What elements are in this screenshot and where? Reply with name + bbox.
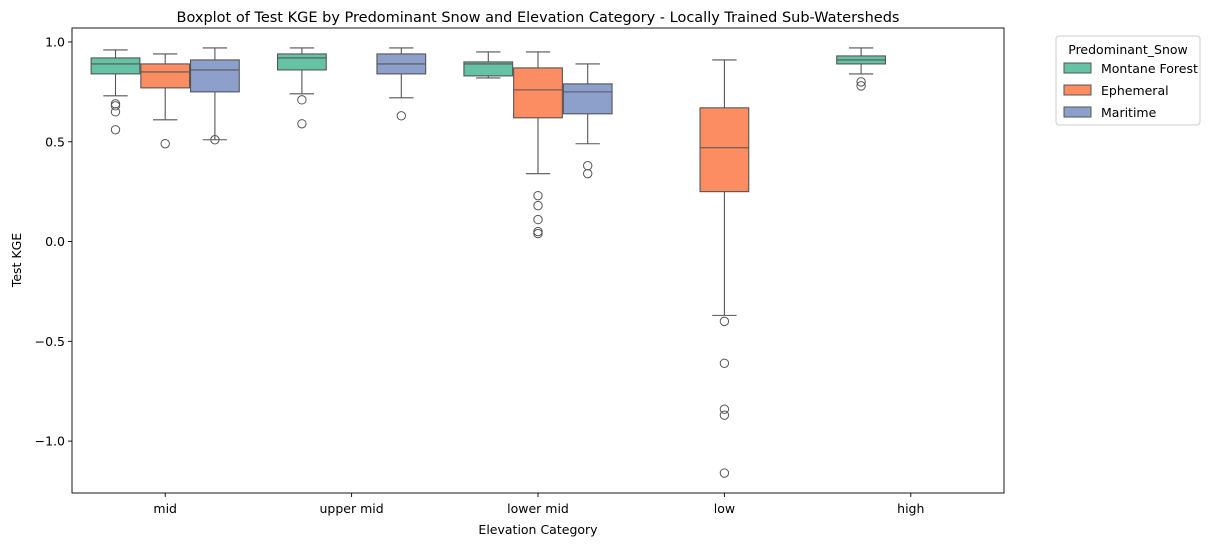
box-ephemeral-lower-mid bbox=[513, 51, 563, 239]
outlier-point bbox=[110, 107, 121, 117]
plot-area bbox=[90, 47, 886, 478]
legend-label: Maritime bbox=[1101, 105, 1157, 120]
y-axis: 1.0 0.5 0.0 −0.5 −1.0 bbox=[35, 34, 72, 449]
outlier-point bbox=[533, 226, 543, 237]
box-montane-forest-upper-mid bbox=[276, 47, 327, 129]
box-body bbox=[699, 107, 750, 193]
x-axis: mid upper mid lower mid low high bbox=[153, 493, 924, 516]
box-body bbox=[463, 61, 514, 77]
outlier-point bbox=[110, 99, 121, 109]
legend-frame bbox=[1055, 35, 1201, 126]
x-tick-label: mid bbox=[153, 501, 177, 516]
box-ephemeral-low bbox=[699, 59, 750, 478]
outlier-point bbox=[110, 101, 121, 111]
box-body bbox=[90, 57, 141, 75]
outlier-point bbox=[533, 190, 543, 201]
outlier-point bbox=[583, 161, 593, 171]
outlier-point bbox=[533, 200, 543, 211]
box-body bbox=[513, 67, 563, 119]
outlier-point bbox=[719, 358, 730, 368]
outlier-point bbox=[297, 119, 307, 129]
outlier-point bbox=[719, 404, 730, 414]
outlier-point bbox=[719, 468, 730, 478]
x-axis-label: Elevation Category bbox=[478, 522, 598, 537]
x-tick-label: high bbox=[897, 501, 924, 516]
box-maritime-upper-mid bbox=[376, 47, 427, 121]
y-tick-label: −1.0 bbox=[35, 434, 65, 449]
box-maritime-lower-mid bbox=[562, 63, 613, 179]
chart-title: Boxplot of Test KGE by Predominant Snow … bbox=[177, 10, 900, 26]
legend-swatch bbox=[1063, 62, 1092, 74]
legend-swatch bbox=[1063, 84, 1092, 96]
box-body bbox=[190, 59, 240, 93]
legend: Predominant_Snow Montane Forest Ephemeral… bbox=[1055, 35, 1201, 126]
box-maritime-mid bbox=[190, 47, 240, 145]
outlier-point bbox=[719, 410, 730, 420]
outlier-point bbox=[583, 168, 593, 179]
y-tick-label: −0.5 bbox=[35, 334, 65, 349]
outlier-point bbox=[297, 95, 307, 105]
y-tick-label: 0.5 bbox=[45, 134, 65, 149]
outlier-point bbox=[110, 125, 121, 135]
box-body bbox=[276, 53, 327, 71]
legend-title: Predominant_Snow bbox=[1068, 42, 1188, 57]
y-axis-label: Test KGE bbox=[9, 233, 24, 288]
box-montane-forest-high bbox=[836, 47, 886, 91]
box-ephemeral-mid bbox=[140, 53, 191, 149]
box-montane-forest-mid bbox=[90, 49, 141, 135]
outlier-point bbox=[210, 135, 220, 145]
outlier-point bbox=[160, 139, 170, 149]
box-montane-forest-lower-mid bbox=[463, 51, 514, 79]
y-tick-label: 0.0 bbox=[45, 234, 65, 249]
box-body bbox=[140, 63, 191, 89]
x-tick-label: upper mid bbox=[320, 501, 384, 516]
x-tick-label: low bbox=[714, 501, 735, 516]
legend-label: Ephemeral bbox=[1101, 83, 1169, 98]
outlier-point bbox=[533, 214, 543, 225]
x-tick-label: lower mid bbox=[507, 501, 569, 516]
outlier-point bbox=[719, 316, 730, 327]
box-body bbox=[562, 83, 613, 115]
outlier-point bbox=[856, 81, 866, 91]
outlier-point bbox=[533, 228, 543, 239]
legend-swatch bbox=[1063, 106, 1092, 118]
outlier-point bbox=[856, 77, 866, 87]
y-tick-label: 1.0 bbox=[45, 34, 65, 49]
outlier-point bbox=[396, 111, 407, 121]
legend-label: Montane Forest bbox=[1101, 61, 1198, 76]
